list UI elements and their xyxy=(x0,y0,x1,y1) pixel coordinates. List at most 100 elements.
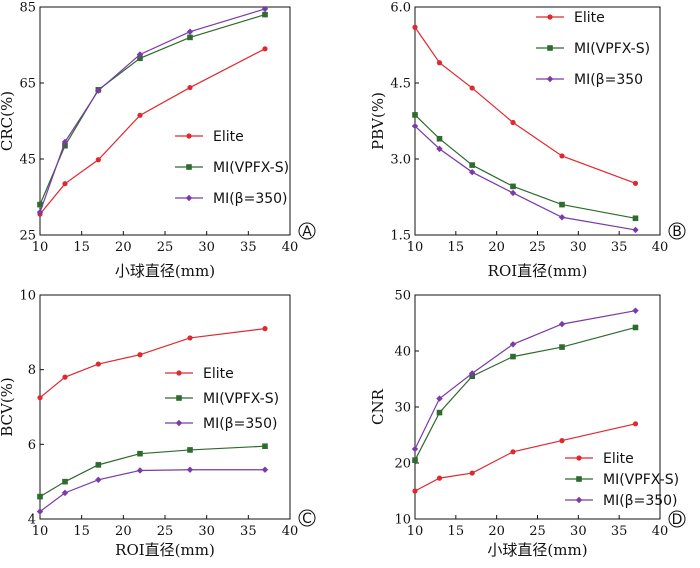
panel-b-x-axis-label: ROI直径(mm) xyxy=(488,262,588,280)
panel-d-series-2-point xyxy=(632,307,639,314)
panel-b-y-tick-label: 3.0 xyxy=(390,153,411,168)
panel-b-x-tick-label: 25 xyxy=(529,240,546,255)
panel-c-y-tick-label: 10 xyxy=(19,289,36,304)
panel-d-legend-0-label: Elite xyxy=(603,451,634,467)
panel-b-series-1-line xyxy=(414,114,636,219)
panel-c-series-1-point xyxy=(95,462,102,468)
panel-c-x-tick-label: 40 xyxy=(282,524,299,539)
panel-c-legend-0-swatch-marker xyxy=(176,370,182,376)
panel-a-x-tick-label: 35 xyxy=(240,240,257,255)
panel-d-series-1-point xyxy=(436,409,443,416)
panel-b-series-0-point xyxy=(510,119,516,126)
panel-a-x-tick-label: 40 xyxy=(282,240,299,255)
panel-a-y-tick-label: 85 xyxy=(19,1,36,16)
panel-b-letter: B xyxy=(672,224,682,240)
panel-c-series-2-line xyxy=(39,469,265,513)
panel-b-x-tick-label: 35 xyxy=(611,240,628,255)
panel-c-x-tick-label: 35 xyxy=(240,524,257,539)
panel-d-x-tick-label: 10 xyxy=(407,524,424,539)
panel-b-x-tick-label: 30 xyxy=(570,240,587,255)
panel-d-series-1-point xyxy=(510,353,516,360)
panel-d-y-tick-label: 40 xyxy=(394,345,411,360)
panel-c-series-1-point xyxy=(62,478,68,485)
panel-b-series-0-point xyxy=(412,24,418,30)
panel-c-x-tick-label: 10 xyxy=(32,524,49,539)
panel-a-series-2-point xyxy=(95,87,102,94)
panel-c-series-1-point xyxy=(37,493,43,500)
panel-c-x-tick-label: 30 xyxy=(198,524,215,539)
panel-c-series-2-point xyxy=(61,489,69,497)
panel-d-x-tick-label: 35 xyxy=(611,524,628,539)
panel-c-series-0-point xyxy=(262,326,268,332)
panel-b-series-1-point xyxy=(559,201,565,208)
panel-c-x-tick-label: 25 xyxy=(157,524,174,539)
panel-d-series-2-line xyxy=(414,310,636,450)
panel-a-letter: A xyxy=(302,224,312,240)
panel-c-letter-circle xyxy=(298,509,316,527)
panel-c-letter: C xyxy=(302,511,312,527)
panel-b-series-1-point xyxy=(632,215,639,222)
panel-c-series-2-point xyxy=(186,466,194,473)
panel-c-series-1-point xyxy=(137,450,143,457)
panel-c-series-2-point xyxy=(36,508,44,515)
panel-b-series-1-point xyxy=(412,112,418,118)
panel-a-legend-1-label: MI(VPFX-S) xyxy=(213,160,289,176)
panel-c-legend-2-label: MI(β=350) xyxy=(203,416,278,432)
panel-c-y-tick-label: 6 xyxy=(28,438,36,453)
panel-a-series-1-point xyxy=(62,142,68,149)
panel-a-series-1-line xyxy=(39,14,266,205)
panel-d-y-tick-label: 10 xyxy=(394,513,411,528)
panel-a-y-tick-label: 65 xyxy=(19,77,36,92)
panel-a-series-2-point xyxy=(261,5,269,13)
panel-d-legend-2-label: MI(β=350) xyxy=(603,493,678,509)
panel-c-series-1-point xyxy=(262,443,268,449)
panel-d-series-1-point xyxy=(632,324,639,331)
panel-b-series-2-point xyxy=(411,122,419,130)
panel-d-legend-1-swatch-marker xyxy=(576,476,582,482)
panel-d-legend-2-swatch-marker xyxy=(575,496,583,504)
panel-a-series-0-point xyxy=(187,84,193,91)
panel-b-series-0-point xyxy=(559,153,565,159)
panel-d-series-0-point xyxy=(510,449,516,455)
panel-d-series-2-point xyxy=(468,370,476,377)
panel-c-y-tick-label: 4 xyxy=(28,513,36,528)
panel-b-y-axis-label: PBV(%) xyxy=(369,92,387,150)
panel-b-x-tick-label: 20 xyxy=(488,240,505,255)
panel-a-series-1-point xyxy=(37,201,43,208)
panel-a-legend-1-swatch-marker xyxy=(186,164,192,170)
panel-c-frame xyxy=(39,294,291,520)
panel-c-legend-1-label: MI(VPFX-S) xyxy=(203,391,279,407)
panel-a-series-2-line xyxy=(39,8,266,213)
panel-d-y-axis-label: CNR xyxy=(369,388,387,425)
panel-a-series-2-point xyxy=(61,138,69,146)
panel-c-y-axis-label: BCV(%) xyxy=(0,377,16,437)
panel-a-series-0-point xyxy=(62,181,68,187)
panel-c-series-1-line xyxy=(39,445,266,498)
panel-d-legend-1-label: MI(VPFX-S) xyxy=(603,472,679,488)
panel-a-series-2-point xyxy=(136,51,144,58)
panel-b-y-tick-label: 1.5 xyxy=(390,229,411,244)
panel-a-series-0-line xyxy=(39,48,266,215)
panel-a-x-tick-label: 10 xyxy=(32,240,49,255)
panel-d-y-tick-label: 30 xyxy=(394,401,411,416)
panel-c-legend-0-label: Elite xyxy=(203,366,234,382)
panel-b-series-1-point xyxy=(510,183,516,190)
panel-b-legend-0-label: Elite xyxy=(574,10,605,26)
panel-b-x-tick-label: 10 xyxy=(407,240,424,255)
panel-b-series-2-point xyxy=(468,168,476,176)
panel-d-series-1-point xyxy=(559,344,565,350)
panel-d-series-0-point xyxy=(632,421,639,427)
panel-a-series-1-point xyxy=(137,55,143,62)
panel-d-x-tick-label: 15 xyxy=(448,524,465,539)
panel-a-x-tick-label: 20 xyxy=(115,240,132,255)
panel-b-x-tick-label: 40 xyxy=(652,240,669,255)
panel-d-series-0-line xyxy=(414,423,636,492)
panel-d-letter-circle xyxy=(668,510,686,528)
panel-d-series-2-point xyxy=(509,341,517,348)
panel-b-legend-2-swatch-marker xyxy=(546,75,554,83)
panel-d-x-tick-label: 25 xyxy=(529,524,546,539)
panel-a-y-axis-label: CRC(%) xyxy=(0,91,16,151)
panel-b-legend-1-swatch-marker xyxy=(547,45,553,51)
